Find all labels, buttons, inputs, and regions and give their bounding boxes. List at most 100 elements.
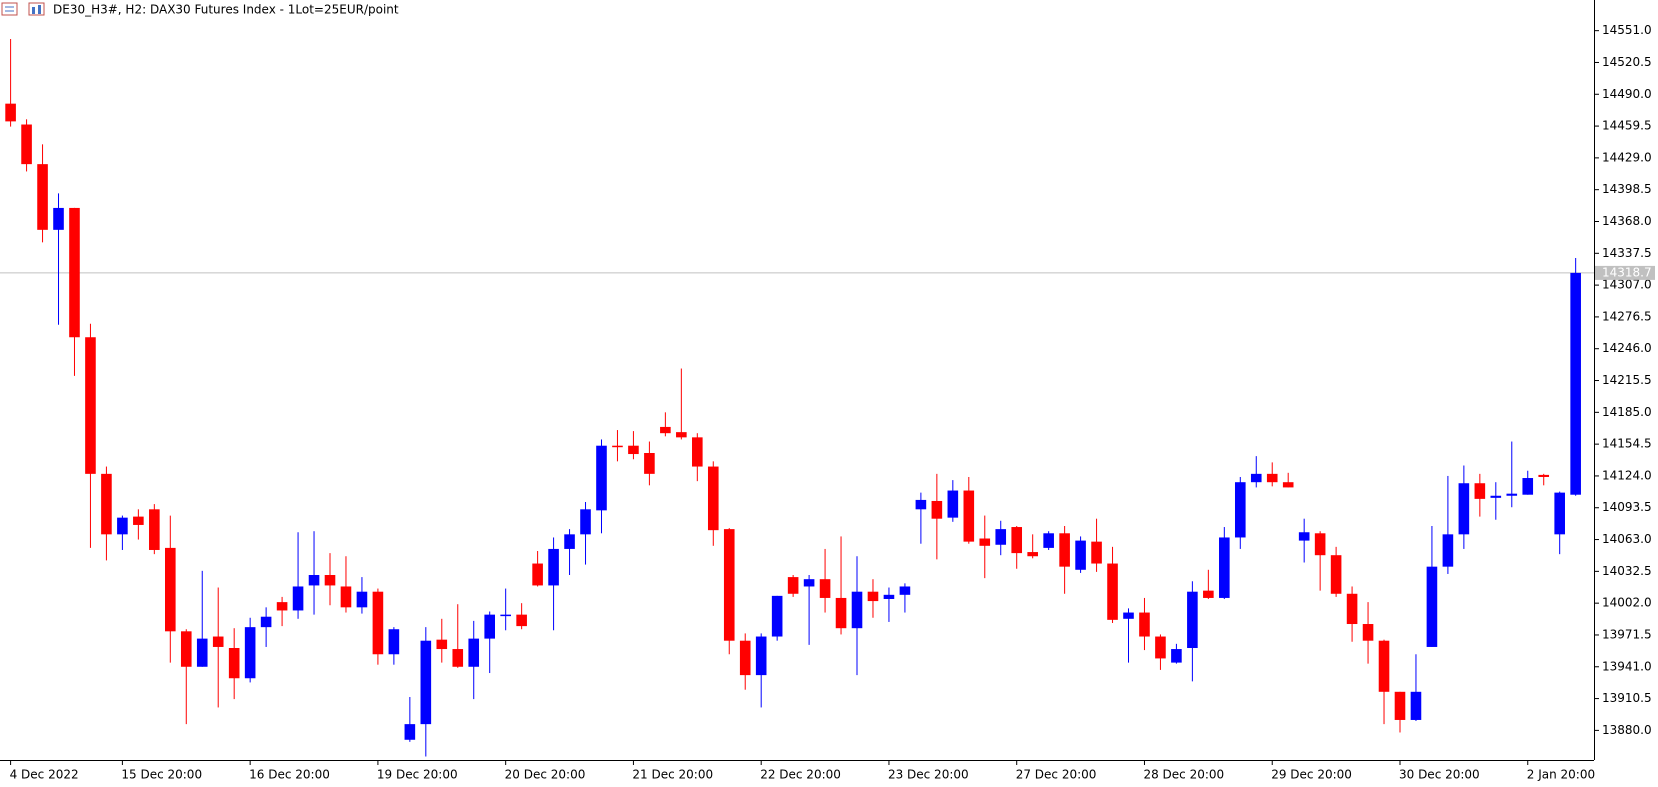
candle-body [1474, 483, 1486, 499]
candle-body [133, 516, 144, 525]
candle-body [1554, 492, 1565, 535]
x-tick-label: 2 Jan 20:00 [1527, 768, 1595, 782]
candle-body [947, 490, 959, 518]
candle-body [1187, 591, 1198, 649]
y-tick-label: 14459.5 [1602, 119, 1652, 133]
candle-body [340, 586, 352, 608]
candle-body [180, 631, 192, 667]
y-tick-label: 14124.0 [1602, 468, 1652, 482]
toolbar-icons [1, 2, 45, 16]
x-tick-label: 19 Dec 20:00 [377, 768, 458, 782]
candle-body [516, 614, 527, 627]
candle-body [1394, 691, 1406, 720]
y-tick-label: 13910.5 [1602, 691, 1652, 705]
y-tick-label: 14520.5 [1602, 55, 1652, 69]
x-tick-label: 4 Dec 2022 [10, 768, 79, 782]
candle-body [564, 534, 575, 549]
price-label: 14318.7 [1602, 265, 1652, 279]
candle-body [867, 591, 879, 602]
chart-title: DE30_H3#, H2: DAX30 Futures Index - 1Lot… [53, 3, 399, 17]
y-tick-label: 13880.0 [1602, 723, 1652, 737]
x-tick-label: 15 Dec 20:00 [121, 768, 202, 782]
candle-body [21, 124, 32, 165]
candle-body [819, 579, 831, 598]
candle-body [1410, 691, 1422, 720]
x-tick-label: 20 Dec 20:00 [505, 768, 586, 782]
candle-body [1442, 534, 1454, 567]
candle-body [292, 586, 304, 611]
x-tick-label: 23 Dec 20:00 [888, 768, 969, 782]
candle-body [5, 103, 16, 122]
candle-body [1522, 478, 1534, 495]
candle-body [1171, 649, 1182, 663]
candle-body [1155, 636, 1166, 659]
candle-body [356, 591, 368, 608]
candle-body [85, 337, 96, 474]
candle-body [420, 640, 432, 725]
candle-body [117, 517, 128, 535]
candle-body [1234, 482, 1246, 538]
y-tick-label: 14368.0 [1602, 214, 1652, 228]
candle-body [1091, 541, 1102, 564]
y-tick-label: 13971.5 [1602, 627, 1652, 641]
candle-body [69, 207, 80, 338]
candle-body [308, 575, 320, 586]
candle-body [452, 649, 464, 667]
candle-body [628, 445, 639, 455]
x-tick-label: 21 Dec 20:00 [632, 768, 713, 782]
candle-body [1011, 527, 1023, 554]
candle-body [835, 597, 847, 629]
x-tick-label: 30 Dec 20:00 [1399, 768, 1480, 782]
y-tick-label: 14002.0 [1602, 596, 1652, 610]
candle-body [260, 616, 272, 628]
candle-body [851, 591, 863, 629]
candle-body [660, 426, 671, 434]
candle-body [212, 636, 224, 647]
candle-body [53, 207, 64, 230]
candle-body [532, 563, 543, 586]
y-tick-label: 14490.0 [1602, 87, 1652, 101]
y-tick-label: 14093.5 [1602, 500, 1652, 514]
candle-body [1506, 493, 1518, 496]
candle-body [1570, 272, 1581, 495]
candle-body [692, 437, 703, 467]
candle-body [596, 445, 607, 511]
candle-body [37, 164, 48, 230]
y-tick-label: 14276.5 [1602, 309, 1652, 323]
candle-body [676, 432, 687, 438]
candle-body [244, 627, 256, 679]
candle-body [931, 500, 943, 519]
candle-body [1314, 533, 1326, 556]
candle-body [1250, 473, 1262, 483]
candle-body [324, 575, 336, 586]
candle-body [915, 499, 927, 510]
y-tick-label: 14246.0 [1602, 341, 1652, 355]
candle-body [723, 529, 735, 641]
candle-body [228, 648, 240, 679]
candle-body [580, 509, 591, 535]
candle-body [979, 538, 991, 546]
candle-body [1538, 474, 1550, 477]
candle-body [1266, 473, 1278, 483]
y-tick-label: 14215.5 [1602, 373, 1652, 387]
candle-body [787, 577, 799, 594]
y-tick-label: 14032.5 [1602, 564, 1652, 578]
candle-body [1107, 563, 1118, 620]
candle-body [899, 586, 911, 595]
candle-body [165, 547, 176, 632]
candle-body [372, 591, 384, 655]
candle-body [707, 466, 719, 531]
icon-bar [38, 5, 41, 14]
y-tick-label: 14398.5 [1602, 182, 1652, 196]
price-label-box [1595, 265, 1655, 280]
candle-body [1075, 540, 1086, 570]
candle-body [612, 445, 623, 448]
candle-body [276, 602, 288, 611]
x-tick-label: 28 Dec 20:00 [1143, 768, 1224, 782]
candle-body [388, 629, 400, 655]
candle-body [963, 490, 975, 542]
candle-body [548, 548, 559, 586]
icon-list [1, 2, 18, 16]
x-tick-label: 22 Dec 20:00 [760, 768, 841, 782]
y-tick-label: 14337.5 [1602, 246, 1652, 260]
